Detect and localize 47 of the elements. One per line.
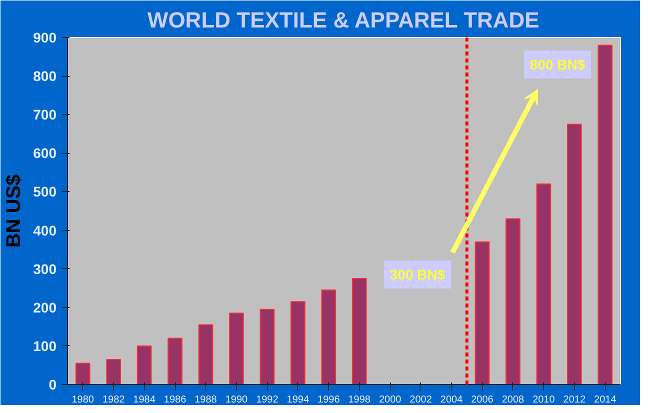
x-tick-label: 1990	[225, 394, 248, 406]
x-tick-label: 1996	[318, 394, 340, 406]
bar	[598, 44, 613, 384]
bar	[321, 290, 336, 384]
bar	[474, 241, 490, 384]
y-tick-label: 0	[48, 376, 57, 392]
x-tick-label: 1998	[348, 394, 371, 406]
bar	[198, 324, 214, 384]
y-tick-label: 500	[33, 184, 57, 200]
annotation: 300 BN$	[390, 266, 446, 282]
x-tick-label: 1986	[164, 394, 187, 406]
x-tick-label: 1988	[194, 394, 218, 406]
x-tick-label: 1984	[133, 394, 156, 406]
y-tick-label: 700	[33, 106, 57, 123]
chart-title: WORLD TEXTILE & APPAREL TRADE	[147, 8, 540, 32]
bar	[229, 312, 244, 384]
y-tick-label: 600	[33, 145, 57, 162]
x-tick-label: 2008	[502, 394, 525, 406]
bar	[352, 278, 367, 384]
bar	[136, 345, 152, 384]
annotation: 800 BN$	[530, 56, 586, 72]
bar	[290, 301, 306, 384]
x-tick-label: 2014	[594, 394, 617, 406]
bar	[106, 358, 121, 384]
y-tick-label: 900	[33, 30, 57, 46]
x-tick-label: 1992	[256, 394, 279, 406]
bar	[260, 308, 275, 384]
x-tick-label: 2002	[410, 394, 432, 406]
y-tick-label: 400	[33, 222, 57, 238]
bar	[567, 124, 582, 384]
y-axis-title: BN US$	[3, 174, 26, 248]
x-tick-label: 1980	[72, 394, 94, 406]
x-tick-label: 1982	[102, 394, 126, 406]
x-tick-label: 2006	[471, 394, 494, 406]
x-tick-label: 1994	[286, 394, 310, 406]
bar	[536, 184, 552, 384]
bar	[506, 218, 520, 384]
bar	[168, 338, 182, 384]
bar	[75, 362, 90, 384]
y-tick-label: 100	[33, 338, 57, 354]
x-tick-label: 2012	[563, 394, 586, 406]
y-tick-label: 300	[33, 260, 57, 277]
y-tick-label: 200	[33, 299, 57, 316]
x-tick-label: 2000	[378, 394, 402, 406]
x-tick-label: 2010	[532, 394, 556, 406]
x-tick-label: 2004	[440, 394, 464, 406]
y-tick-label: 800	[33, 68, 57, 84]
